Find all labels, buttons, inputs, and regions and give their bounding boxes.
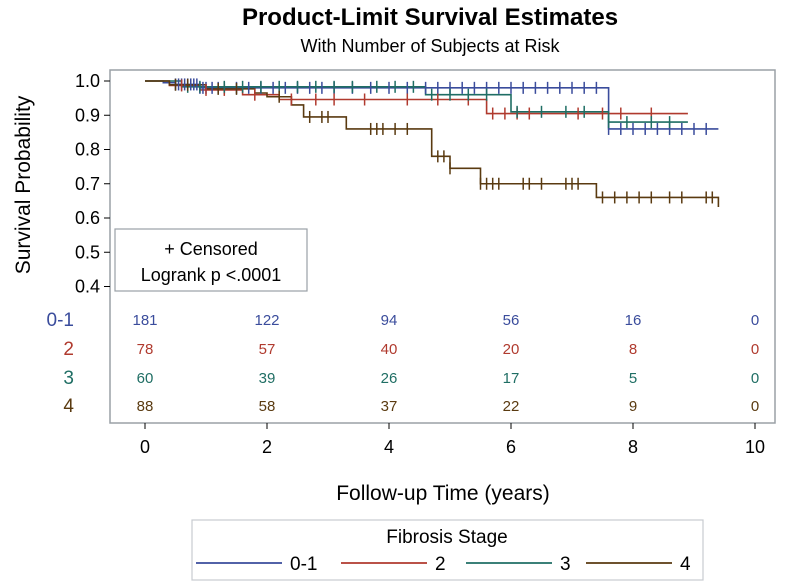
risk-count-0-1: 0 (751, 312, 759, 329)
risk-count-2: 40 (381, 341, 398, 358)
risk-count-4: 22 (503, 398, 520, 415)
y-tick-label: 0.6 (75, 208, 100, 228)
y-tick-label: 0.9 (75, 105, 100, 125)
risk-count-0-1: 16 (625, 312, 642, 329)
risk-count-4: 0 (751, 398, 759, 415)
risk-count-2: 0 (751, 341, 759, 358)
legend-label-2: 2 (435, 554, 446, 575)
y-tick-label: 0.7 (75, 174, 100, 194)
risk-count-3: 5 (629, 370, 637, 387)
x-tick-label: 4 (384, 437, 394, 457)
censored-note: + Censored (164, 239, 258, 259)
chart-subtitle: With Number of Subjects at Risk (300, 36, 560, 56)
risk-count-4: 9 (629, 398, 637, 415)
legend-title: Fibrosis Stage (386, 527, 507, 548)
risk-count-2: 78 (137, 341, 154, 358)
x-tick-label: 8 (628, 437, 638, 457)
y-tick-label: 1.0 (75, 71, 100, 91)
risk-count-0-1: 56 (503, 312, 520, 329)
x-tick-label: 2 (262, 437, 272, 457)
risk-count-3: 39 (259, 370, 276, 387)
y-tick-label: 0.8 (75, 140, 100, 160)
legend-label-3: 3 (560, 554, 571, 575)
risk-count-3: 0 (751, 370, 759, 387)
risk-count-4: 58 (259, 398, 276, 415)
inset-box: + Censored Logrank p <.0001 (114, 228, 308, 292)
survival-curve-2 (145, 80, 688, 115)
chart-title: Product-Limit Survival Estimates (242, 4, 618, 31)
legend-label-0-1: 0-1 (290, 554, 317, 575)
legend-items: 0-1 2 3 4 (196, 554, 691, 575)
x-axis-ticks: 0 2 4 6 8 10 (140, 423, 765, 457)
x-tick-label: 0 (140, 437, 150, 457)
risk-row-label-3: 3 (63, 368, 74, 389)
y-axis-label: Survival Probability (12, 95, 35, 274)
legend-label-4: 4 (680, 554, 691, 575)
logrank-note: Logrank p <.0001 (141, 265, 282, 285)
risk-count-4: 88 (137, 398, 154, 415)
risk-table: 0-1 181 122 94 56 16 0 2 78 57 40 20 8 0 3 60 39 26 17 5 0 4 8… (47, 310, 760, 417)
risk-count-0-1: 181 (132, 312, 157, 329)
risk-count-4: 37 (381, 398, 398, 415)
legend: Fibrosis Stage 0-1 2 3 4 (191, 519, 704, 581)
risk-count-3: 17 (503, 370, 520, 387)
y-axis-ticks: 1.0 0.9 0.8 0.7 0.6 0.5 0.4 (75, 71, 110, 297)
inset-frame (114, 228, 308, 292)
risk-count-3: 60 (137, 370, 154, 387)
risk-count-2: 20 (503, 341, 520, 358)
y-tick-label: 0.4 (75, 277, 100, 297)
x-axis-label: Follow-up Time (years) (336, 482, 550, 505)
censor-marks (174, 78, 714, 204)
risk-row-label-2: 2 (63, 339, 74, 360)
risk-row-label-4: 4 (63, 396, 74, 417)
x-tick-label: 6 (506, 437, 516, 457)
risk-count-2: 8 (629, 341, 637, 358)
legend-frame (191, 519, 704, 581)
y-tick-label: 0.5 (75, 242, 100, 262)
risk-row-label-0-1: 0-1 (47, 310, 74, 331)
risk-count-2: 57 (259, 341, 276, 358)
risk-count-3: 26 (381, 370, 398, 387)
risk-count-0-1: 122 (254, 312, 279, 329)
plot-frame (109, 69, 776, 424)
x-tick-label: 10 (745, 437, 765, 457)
risk-count-0-1: 94 (381, 312, 398, 329)
